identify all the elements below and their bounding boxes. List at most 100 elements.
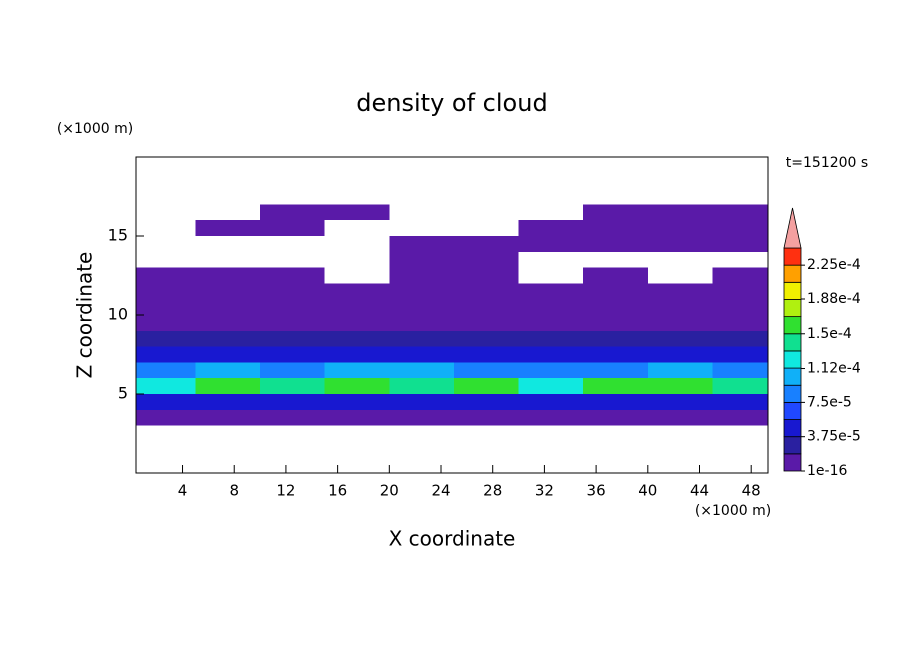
contour-cell	[712, 220, 768, 236]
contour-cell	[136, 267, 196, 284]
contour-cell	[518, 346, 584, 363]
contour-cell	[583, 362, 648, 379]
contour-cell	[195, 394, 261, 410]
contour-cell	[324, 346, 390, 363]
contour-cell	[647, 299, 713, 315]
contour-cell	[647, 362, 713, 379]
contour-cell	[453, 299, 519, 315]
x-tick-label: 20	[380, 482, 399, 500]
colorbar-label: 2.25e-4	[807, 257, 861, 273]
contour-cell	[647, 378, 713, 394]
contour-cell	[518, 362, 584, 379]
contour-cell	[647, 346, 713, 363]
contour-cell	[324, 299, 390, 315]
contour-cell	[136, 394, 196, 410]
contour-cell	[647, 409, 713, 426]
colorbar-box	[783, 367, 802, 386]
contour-cell	[136, 299, 196, 315]
contour-cell	[712, 409, 768, 426]
contour-cell	[712, 236, 768, 252]
contour-cell	[324, 409, 390, 426]
contour-cell	[647, 283, 713, 300]
contour-cell	[389, 299, 454, 315]
contour-cell	[583, 346, 648, 363]
contour-cell	[260, 267, 325, 284]
contour-cell	[453, 267, 519, 284]
contour-cell	[583, 283, 648, 300]
contour-cell	[712, 362, 768, 379]
contour-cell	[136, 283, 196, 300]
contour-cell	[583, 394, 648, 410]
colorbar-box	[783, 436, 802, 455]
x-tick-label: 4	[178, 482, 188, 500]
colorbar-box	[783, 299, 802, 318]
contour-cell	[195, 315, 261, 331]
contour-cell	[136, 315, 196, 331]
x-axis-title: X coordinate	[389, 527, 516, 551]
contour-cell	[518, 299, 584, 315]
colorbar-box	[783, 264, 802, 283]
contour-cell	[518, 315, 584, 331]
contour-cell	[260, 220, 325, 236]
colorbar-label: 3.75e-5	[807, 429, 861, 445]
colorbar-label: 7.5e-5	[807, 394, 852, 410]
x-tick-label: 24	[431, 482, 450, 500]
contour-cell	[583, 330, 648, 347]
x-tick-label: 8	[229, 482, 239, 500]
contour-cell	[389, 283, 454, 300]
contour-cell	[647, 394, 713, 410]
contour-cell	[453, 283, 519, 300]
colorbar-box	[783, 281, 802, 300]
contour-cell	[453, 330, 519, 347]
x-tick-label: 48	[742, 482, 761, 500]
contour-cell	[712, 299, 768, 315]
x-tick-label: 28	[483, 482, 502, 500]
contour-cell	[389, 315, 454, 331]
contour-cell	[453, 251, 519, 268]
contour-cell	[389, 378, 454, 394]
contour-cell	[518, 394, 584, 410]
contour-cell	[324, 283, 390, 300]
colorbar-label: 1.12e-4	[807, 361, 861, 377]
contour-cell	[453, 315, 519, 331]
x-tick-label: 36	[587, 482, 606, 500]
contour-cell	[195, 409, 261, 426]
contour-cell	[712, 346, 768, 363]
contour-cell	[324, 362, 390, 379]
time-annotation: t=151200 s	[786, 155, 868, 171]
contour-cell	[647, 204, 713, 221]
contour-cell	[712, 394, 768, 410]
contour-cell	[195, 378, 261, 394]
contour-cell	[324, 378, 390, 394]
contour-cell	[453, 236, 519, 252]
x-tick-label: 40	[638, 482, 657, 500]
contour-cell	[647, 236, 713, 252]
contour-cell	[324, 204, 390, 221]
contour-cell	[260, 378, 325, 394]
contour-cell	[324, 394, 390, 410]
contour-cell	[712, 330, 768, 347]
contour-cell	[647, 315, 713, 331]
contour-cell	[324, 330, 390, 347]
chart-title: density of cloud	[356, 89, 547, 117]
colorbar-box	[783, 333, 802, 352]
contour-cell	[195, 220, 261, 236]
colorbar-over	[783, 207, 802, 249]
x-tick-label: 12	[276, 482, 295, 500]
contour-cell	[583, 204, 648, 221]
contour-cell	[195, 330, 261, 347]
x-tick-label: 16	[328, 482, 347, 500]
contour-cell	[453, 362, 519, 379]
contour-cell	[324, 315, 390, 331]
colorbar-box	[783, 247, 802, 266]
colorbar-box	[783, 453, 802, 472]
contour-cell	[389, 409, 454, 426]
contour-cell	[453, 378, 519, 394]
contour-cell	[389, 251, 454, 268]
contour-cell	[260, 283, 325, 300]
y-unit: (×1000 m)	[57, 121, 133, 137]
y-tick-label: 10	[108, 305, 128, 324]
contour-cell	[260, 330, 325, 347]
colorbar-label: 1e-16	[807, 463, 847, 479]
